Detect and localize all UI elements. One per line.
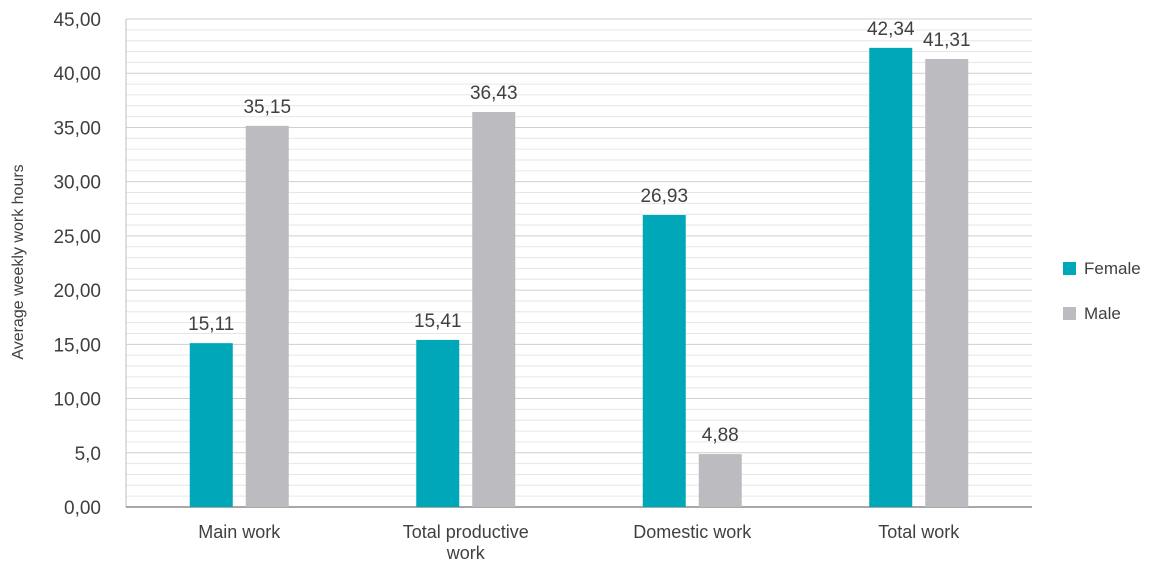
y-tick-label: 30,00 — [53, 173, 101, 194]
data-label: 15,11 — [188, 314, 234, 335]
y-tick-label: 5,0 — [75, 444, 101, 465]
legend-swatch-female — [1063, 262, 1076, 275]
bar-male — [245, 125, 289, 507]
bar-male — [925, 59, 969, 508]
y-tick-label: 45,00 — [53, 10, 101, 31]
data-label: 41,31 — [923, 30, 971, 51]
bar-female — [416, 339, 460, 507]
data-label: 42,34 — [867, 19, 915, 40]
x-category-label: Domestic work — [633, 522, 752, 542]
data-label: 26,93 — [640, 186, 688, 207]
x-category-label: Total work — [878, 522, 960, 542]
y-tick-label: 10,00 — [53, 390, 101, 411]
data-label: 4,88 — [702, 425, 739, 446]
x-category-label: Main work — [198, 522, 281, 542]
y-tick-label: 20,00 — [53, 281, 101, 302]
x-category-label: work — [446, 543, 486, 563]
y-tick-label: 40,00 — [53, 64, 101, 85]
bar-female — [869, 47, 913, 507]
legend-swatch-male — [1063, 307, 1076, 320]
bar-female — [189, 343, 233, 507]
y-tick-label: 25,00 — [53, 227, 101, 248]
bar-male — [472, 111, 516, 507]
y-tick-label: 35,00 — [53, 118, 101, 139]
bar-female — [642, 214, 686, 507]
y-tick-label: 0,00 — [64, 498, 101, 519]
legend-label: Male — [1084, 304, 1121, 323]
y-tick-label: 15,00 — [53, 335, 101, 356]
data-label: 15,41 — [414, 311, 462, 332]
data-label: 35,15 — [243, 97, 291, 118]
y-axis-title: Average weekly work hours — [10, 164, 27, 359]
bar-male — [698, 454, 742, 507]
data-label: 36,43 — [470, 83, 518, 104]
x-category-label: Total productive — [403, 522, 529, 542]
legend-label: Female — [1084, 259, 1141, 278]
